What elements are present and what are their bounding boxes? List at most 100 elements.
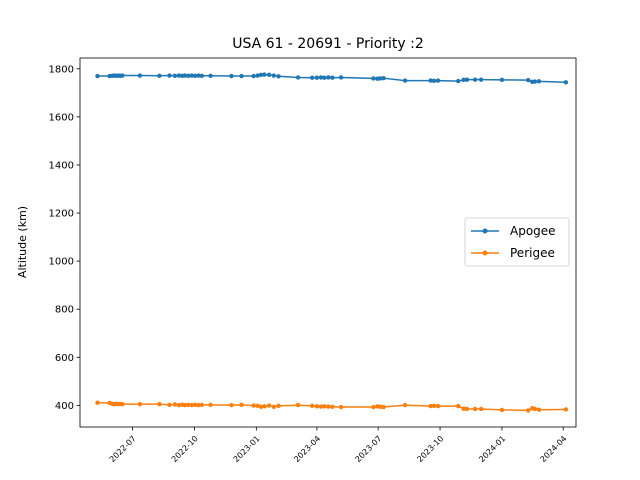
data-point-perigee [461,406,466,411]
data-point-apogee [157,73,162,78]
data-point-perigee [172,402,178,407]
data-point-apogee [499,77,505,83]
data-point-apogee [276,74,281,79]
data-point-apogee [461,77,466,83]
y-tick-label: 1000 [49,257,74,268]
legend-apogee-marker [482,228,488,234]
y-tick-label: 800 [55,305,74,316]
data-point-apogee [172,73,178,78]
data-point-apogee [176,73,182,78]
data-point-perigee [271,404,277,410]
x-tick-label: 2023-10 [415,434,445,464]
x-tick-label: 2024-01 [477,434,507,464]
data-point-perigee [251,403,256,408]
data-point-apogee [464,77,470,82]
data-point-apogee [478,77,484,82]
data-point-apogee [251,73,256,79]
data-point-apogee [322,75,327,80]
data-point-apogee [196,73,201,78]
x-tick-label: 2022-10 [170,434,200,464]
y-tick-label: 400 [55,401,74,412]
data-point-perigee [276,403,281,409]
data-point-apogee [186,73,191,78]
legend-apogee-label: Apogee [510,224,556,238]
data-point-perigee [456,403,461,409]
data-point-apogee [182,73,188,78]
data-point-apogee [266,72,272,78]
data-point-perigee [377,404,383,410]
data-point-perigee [464,406,470,412]
data-point-apogee [456,78,461,84]
data-point-perigee [314,404,320,409]
data-point-apogee [137,73,143,78]
data-point-perigee [526,408,531,413]
data-point-perigee [309,403,315,409]
data-point-perigee [120,401,125,407]
x-tick-label: 2023-04 [292,434,322,464]
data-point-apogee [435,78,441,83]
data-point-perigee [428,403,433,409]
data-point-apogee [532,79,538,84]
data-point-perigee [167,402,172,408]
data-point-perigee [499,407,505,413]
data-point-apogee [377,76,383,81]
data-point-apogee [199,73,205,78]
data-point-perigee [192,402,198,408]
data-point-perigee [402,402,408,408]
legend-perigee-label: Perigee [510,246,555,260]
data-point-perigee [199,402,205,408]
data-point-perigee [182,402,188,408]
data-point-apogee [472,77,478,82]
data-point-apogee [431,78,437,84]
data-point-perigee [157,401,162,407]
data-point-apogee [428,78,433,83]
data-point-perigee [322,404,327,409]
y-tick-label: 1200 [49,209,74,220]
data-point-apogee [262,72,267,77]
x-tick-label: 2023-01 [232,434,262,464]
legend: Apogee Perigee [464,217,570,267]
data-point-apogee [536,79,542,84]
x-tick-label: 2022-07 [108,434,138,464]
data-point-apogee [563,80,569,85]
data-point-apogee [526,77,531,83]
data-point-perigee [371,404,376,410]
data-point-perigee [176,402,182,408]
data-point-apogee [402,78,408,83]
data-point-apogee [371,76,376,81]
data-point-apogee [295,75,301,80]
data-point-perigee [262,404,267,409]
data-point-perigee [186,402,191,408]
y-axis-ticks: 400 600 800 1000 1200 1400 1600 1800 [49,64,80,412]
data-point-perigee [435,403,441,409]
x-axis-ticks: 2022-07 2022-10 2023-01 2023-04 2023-07 2023-… [108,427,569,464]
data-point-perigee [229,402,234,408]
data-point-perigee [532,406,538,412]
data-point-apogee [120,73,125,78]
data-point-apogee [318,75,324,80]
y-tick-label: 1800 [49,64,74,75]
data-point-perigee [196,402,201,408]
data-point-apogee [208,73,213,78]
legend-box [464,217,570,267]
data-point-apogee [192,73,198,78]
x-tick-label: 2023-07 [354,434,384,464]
data-point-apogee [309,75,315,80]
data-point-perigee [208,402,213,408]
data-point-apogee [239,73,244,79]
data-point-perigee [536,407,542,412]
data-point-perigee [266,403,272,408]
data-point-perigee [189,402,194,408]
data-point-apogee [271,73,277,78]
data-point-apogee [381,75,386,81]
data-point-perigee [95,400,100,405]
data-point-apogee [326,75,331,80]
data-point-apogee [229,73,234,79]
data-point-apogee [189,73,194,78]
chart-title: USA 61 - 20691 - Priority :2 [232,36,424,52]
data-point-perigee [255,403,260,409]
data-point-apogee [330,75,335,80]
x-tick-label: 2024-04 [539,434,569,464]
data-point-apogee [338,75,344,80]
plot-frame [79,57,577,428]
